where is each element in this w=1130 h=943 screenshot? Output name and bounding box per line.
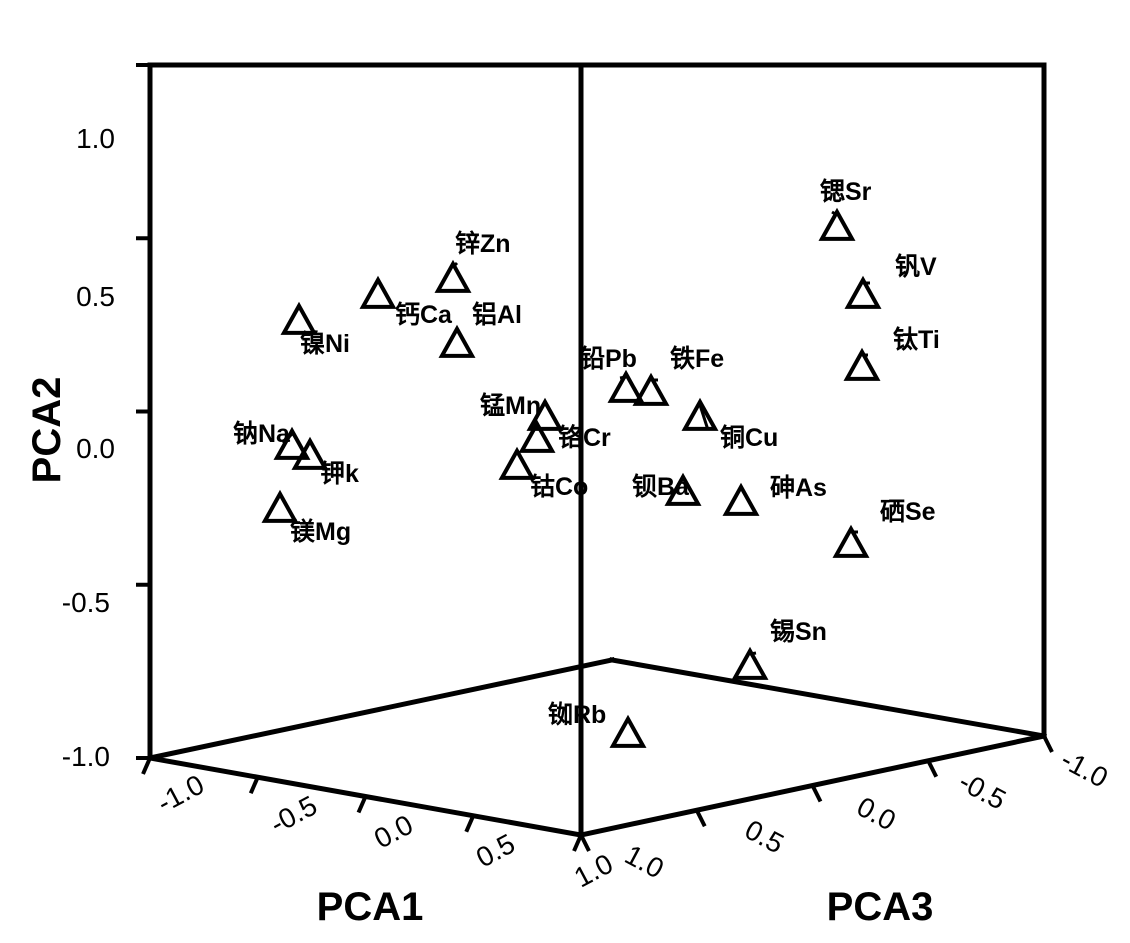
- pca3-axis-label: PCA3: [827, 885, 934, 929]
- pca2-tick-label: 1.0: [76, 123, 115, 154]
- tick-mark: [251, 777, 258, 793]
- cube-edge: [612, 660, 1044, 736]
- pca2-tick-label: 0.0: [76, 433, 115, 464]
- point-label-sr: 锶Sr: [820, 178, 872, 206]
- pca1-tick-label: 0.0: [369, 809, 418, 855]
- point-label-ba: 钡Ba: [632, 473, 690, 501]
- pca3-tick-label: -0.5: [954, 766, 1011, 816]
- marker-rb: [613, 719, 643, 746]
- point-label-na: 钠Na: [233, 420, 291, 448]
- point-label-cr: 铬Cr: [558, 423, 611, 452]
- pca1-tick-label: 0.5: [471, 828, 520, 874]
- point-label-mn: 锰Mn: [480, 391, 541, 420]
- tick-mark: [928, 761, 936, 777]
- pca1-tick-label: 1.0: [569, 848, 618, 894]
- marker-sr: [822, 212, 852, 239]
- pca3-tick-label: 1.0: [620, 839, 669, 885]
- marker-zn: [438, 264, 468, 291]
- tick-mark: [466, 816, 473, 832]
- point-label-se: 硒Se: [880, 498, 936, 526]
- tick-mark: [574, 835, 581, 851]
- marker-co: [502, 451, 532, 478]
- tick-mark: [697, 810, 705, 826]
- pca2-tick-label: -0.5: [62, 587, 110, 618]
- pca-3d-loading-plot: 1.0 0.5 0.0 -0.5 -1.0 PCA2 -1.0 -0.5 0.0 0.5 1.0 PC…: [0, 0, 1130, 943]
- marker-as: [726, 487, 756, 514]
- marker-ni: [284, 306, 314, 333]
- point-label-sn: 锡Sn: [770, 618, 827, 646]
- pca1-tick-label: -0.5: [265, 790, 322, 840]
- pca2-tick-label: 0.5: [76, 281, 115, 312]
- tick-mark: [359, 797, 366, 813]
- point-label-ti: 钛Ti: [893, 325, 940, 354]
- point-label-fe: 铁Fe: [670, 345, 724, 373]
- tick-mark: [1044, 736, 1052, 752]
- marker-sn: [735, 651, 765, 678]
- tick-mark: [813, 786, 821, 802]
- pca3-tick-label: 0.0: [852, 791, 901, 837]
- marker-mg: [265, 494, 295, 521]
- pca1-axis-label: PCA1: [317, 885, 424, 929]
- pca2-tick-label: -1.0: [62, 741, 110, 772]
- leader-line: [750, 653, 756, 654]
- point-label-mg: 镁Mg: [290, 517, 351, 546]
- pca2-axis-label: PCA2: [25, 377, 69, 484]
- point-label-as: 砷As: [770, 474, 827, 502]
- point-label-al: 铝Al: [472, 300, 522, 329]
- pca3-tick-label: 0.5: [740, 814, 789, 860]
- point-label-cu: 铜Cu: [720, 423, 778, 452]
- point-label-co: 钴Co: [530, 473, 588, 501]
- cube-edge: [150, 660, 612, 758]
- marker-ca: [363, 280, 393, 307]
- point-label-zn: 锌Zn: [455, 230, 511, 258]
- point-label-ni: 镍Ni: [300, 330, 350, 358]
- pca1-tick-label: -1.0: [152, 769, 209, 819]
- point-label-pb: 铅Pb: [580, 345, 637, 373]
- tick-mark: [581, 835, 589, 851]
- point-label-rb: 铷Rb: [548, 701, 606, 729]
- tick-mark: [143, 758, 150, 774]
- pca3-tick-label: -1.0: [1056, 744, 1113, 794]
- point-label-k: 钾k: [320, 460, 359, 488]
- plot-svg: 1.0 0.5 0.0 -0.5 -1.0 PCA2 -1.0 -0.5 0.0 0.5 1.0 PC…: [0, 0, 1130, 943]
- point-label-v: 钒V: [895, 252, 937, 281]
- marker-al: [442, 329, 472, 356]
- leader-line: [620, 377, 626, 378]
- point-label-ca: 钙Ca: [395, 301, 453, 329]
